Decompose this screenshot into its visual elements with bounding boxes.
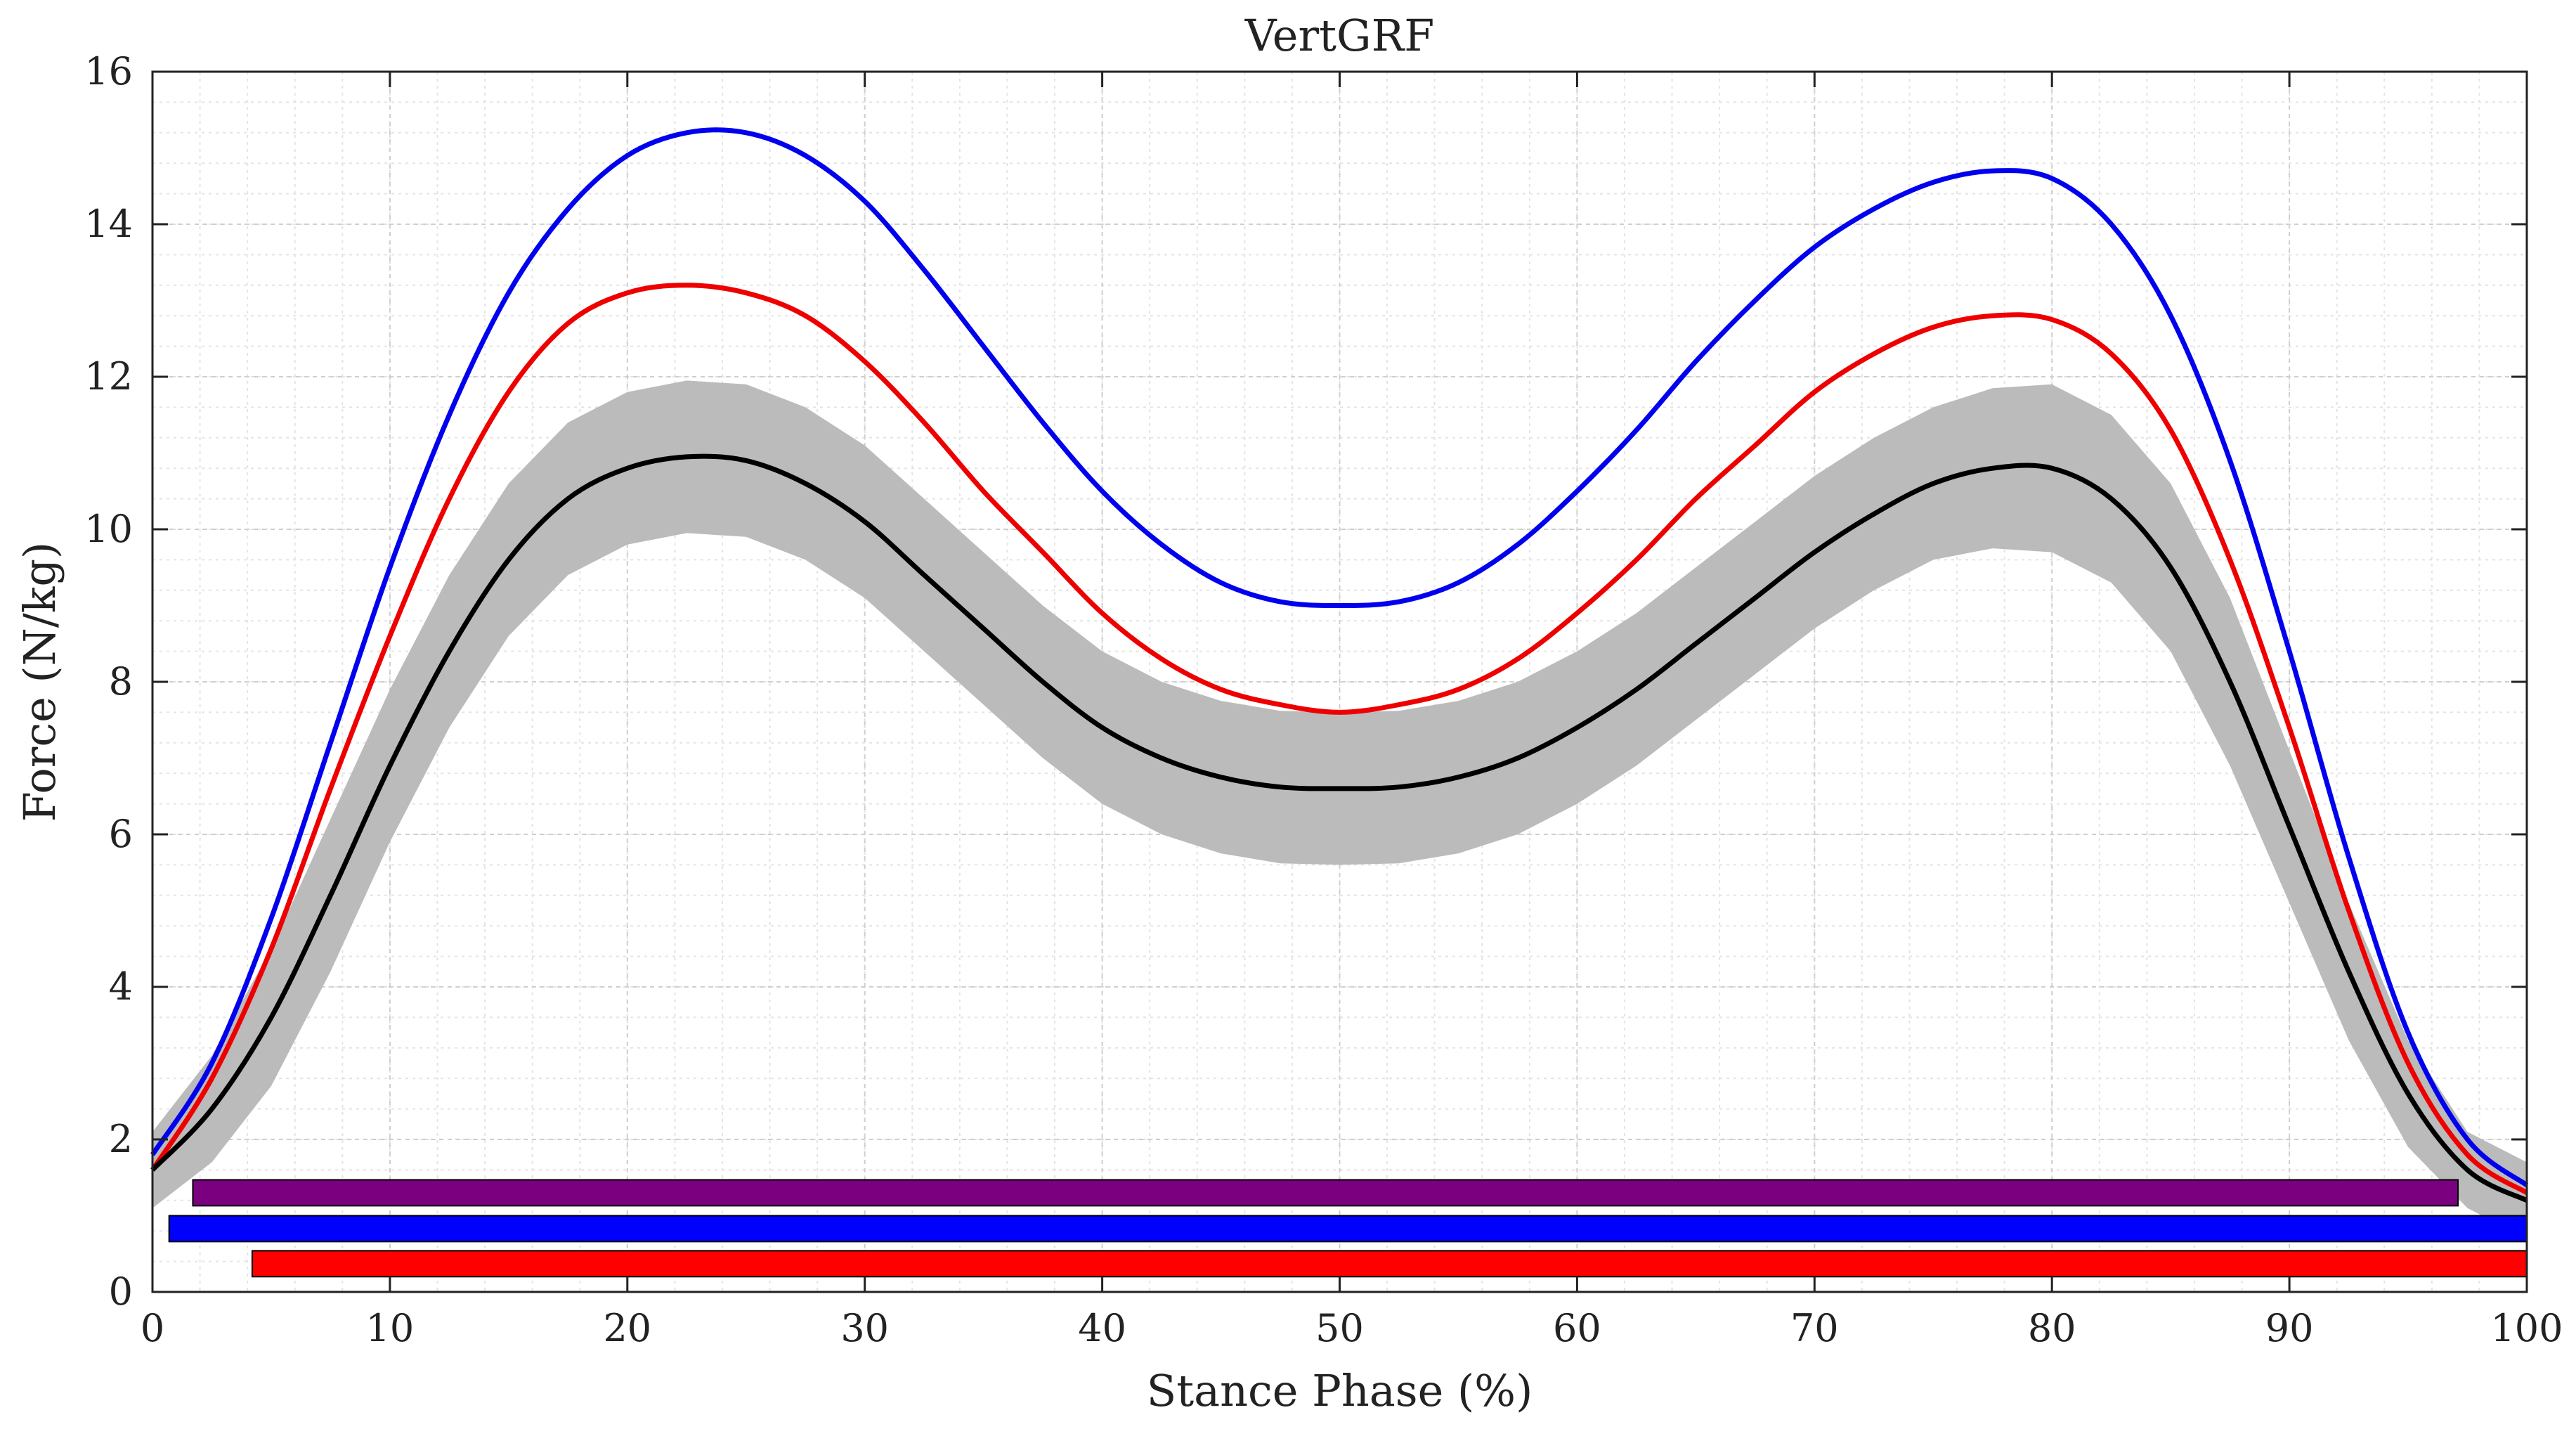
y-tick-labels: 0 2 4 6 8 10 12 14 16 xyxy=(84,49,133,1314)
x-tick-label: 70 xyxy=(1790,1306,1839,1350)
x-axis-title: Stance Phase (%) xyxy=(1147,1365,1533,1416)
x-tick-label: 20 xyxy=(603,1306,651,1350)
tick-marks xyxy=(151,70,2528,1293)
y-tick-label: 8 xyxy=(109,659,133,704)
y-tick-label: 12 xyxy=(84,354,133,399)
series-line-mean xyxy=(150,453,2528,1203)
x-tick-label: 60 xyxy=(1553,1306,1601,1350)
x-tick-label: 100 xyxy=(2490,1306,2563,1350)
chart-title: VertGRF xyxy=(1244,10,1435,61)
phase-bar-red xyxy=(251,1250,2528,1278)
y-tick-label: 16 xyxy=(84,49,133,93)
x-tick-label: 10 xyxy=(366,1306,415,1350)
series-line-red xyxy=(150,283,2528,1195)
y-tick-label: 4 xyxy=(109,964,133,1009)
series-lines xyxy=(150,127,2529,1203)
y-tick-label: 14 xyxy=(84,202,133,246)
y-axis-title: Force (N/kg) xyxy=(14,542,65,822)
x-tick-labels: 0 10 20 30 40 50 60 70 80 90 100 xyxy=(141,1306,2563,1350)
phase-bar-blue xyxy=(168,1215,2528,1243)
series-line-blue xyxy=(150,127,2529,1187)
sd-band-layer xyxy=(152,380,2527,1239)
y-tick-label: 0 xyxy=(109,1269,133,1314)
x-tick-label: 80 xyxy=(2028,1306,2076,1350)
y-tick-label: 6 xyxy=(109,812,133,856)
x-tick-label: 30 xyxy=(840,1306,889,1350)
phase-bars xyxy=(168,1179,2528,1278)
x-tick-label: 40 xyxy=(1078,1306,1126,1350)
x-tick-label: 50 xyxy=(1315,1306,1364,1350)
y-tick-label: 2 xyxy=(109,1117,133,1161)
x-tick-label: 90 xyxy=(2265,1306,2314,1350)
phase-bar-purple xyxy=(192,1179,2459,1207)
sd-band xyxy=(152,380,2527,1239)
x-tick-label: 0 xyxy=(141,1306,164,1350)
y-tick-label: 10 xyxy=(84,507,133,551)
